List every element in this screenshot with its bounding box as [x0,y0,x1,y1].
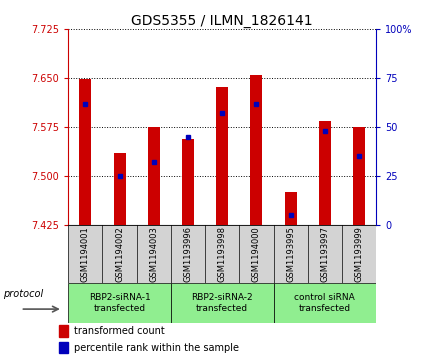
Text: RBP2-siRNA-2
transfected: RBP2-siRNA-2 transfected [191,293,253,313]
Text: GSM1194002: GSM1194002 [115,226,124,282]
Bar [250,75,262,225]
Bar [79,79,92,225]
Bar [171,283,274,323]
Text: GSM1194001: GSM1194001 [81,226,90,282]
Bar [274,283,376,323]
Bar [148,127,160,225]
Text: GSM1193997: GSM1193997 [320,226,330,282]
Bar [114,153,125,225]
Text: GSM1193995: GSM1193995 [286,226,295,282]
Text: GSM1193998: GSM1193998 [218,226,227,282]
Text: GSM1194000: GSM1194000 [252,226,261,282]
Text: GSM1193999: GSM1193999 [355,226,363,282]
Text: GSM1193996: GSM1193996 [183,226,192,282]
Bar [59,342,68,353]
Bar [353,127,365,225]
Text: percentile rank within the sample: percentile rank within the sample [74,343,239,352]
Text: GSM1194003: GSM1194003 [149,226,158,282]
Text: RBP2-siRNA-1
transfected: RBP2-siRNA-1 transfected [88,293,150,313]
Bar [216,86,228,225]
Bar [182,139,194,225]
Text: protocol: protocol [4,289,44,299]
Text: control siRNA
transfected: control siRNA transfected [294,293,355,313]
Bar [68,283,171,323]
Bar [59,325,68,337]
Text: transformed count: transformed count [74,326,165,336]
Bar [319,121,331,225]
Bar [285,192,297,225]
Title: GDS5355 / ILMN_1826141: GDS5355 / ILMN_1826141 [132,14,313,28]
